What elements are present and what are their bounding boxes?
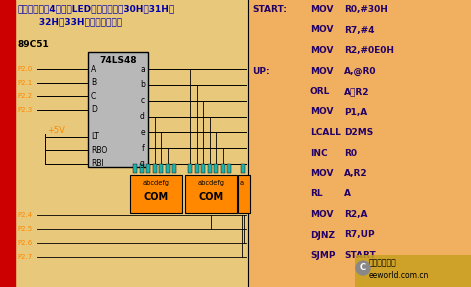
Bar [185,175,237,213]
Text: A,R2: A,R2 [344,169,368,178]
Bar [88,52,148,167]
Text: P2.1: P2.1 [17,79,32,86]
Text: P2.5: P2.5 [17,226,32,232]
Text: eeworld.com.cn: eeworld.com.cn [369,271,430,280]
Bar [238,175,250,213]
Text: ORL: ORL [310,87,330,96]
Bar [214,164,218,173]
Text: g: g [140,160,145,168]
Text: P2.0: P2.0 [17,66,32,72]
Text: MOV: MOV [310,67,333,75]
Text: START:: START: [252,5,287,14]
Text: P2.4: P2.4 [17,212,32,218]
Text: +5V: +5V [47,126,65,135]
Text: f: f [142,144,145,153]
Text: 74LS48: 74LS48 [99,56,137,65]
Circle shape [356,261,370,275]
Text: MOV: MOV [310,26,333,34]
Text: R0: R0 [344,148,357,158]
Text: B: B [91,78,96,87]
Bar [220,164,225,173]
Bar [130,175,182,213]
Text: LCALL: LCALL [310,128,341,137]
Text: MOV: MOV [310,46,333,55]
Text: INC: INC [310,148,328,158]
Text: C: C [360,263,366,272]
Text: a: a [140,65,145,73]
Text: D: D [91,105,97,114]
Bar [195,164,198,173]
Bar [241,164,245,173]
Text: P2.7: P2.7 [17,254,32,260]
Text: R2,A: R2,A [344,210,367,219]
Text: R7,UP: R7,UP [344,230,374,239]
Text: LT: LT [91,132,99,141]
Text: 思考：编程在4个七段LED数码管上显示30H，31H，: 思考：编程在4个七段LED数码管上显示30H，31H， [17,4,174,13]
Text: P2.6: P2.6 [17,240,32,246]
Text: a: a [240,180,244,186]
Bar [201,164,205,173]
Text: P2.3: P2.3 [17,107,32,113]
Text: R0,#30H: R0,#30H [344,5,388,14]
Text: d: d [140,112,145,121]
Bar [227,164,231,173]
Text: UP:: UP: [252,67,269,75]
Text: A,@R0: A,@R0 [344,67,376,76]
Text: C: C [91,92,96,101]
Bar [172,164,176,173]
Text: START: START [344,251,376,260]
Bar [188,164,192,173]
Text: RL: RL [310,189,323,199]
Text: A: A [91,65,96,73]
Text: SJMP: SJMP [310,251,335,260]
Text: P2.2: P2.2 [17,93,32,99]
Text: b: b [140,80,145,89]
Text: MOV: MOV [310,210,333,219]
Text: c: c [141,96,145,105]
Text: 电子工程世界: 电子工程世界 [369,258,397,267]
Bar [248,0,471,287]
Bar [139,164,144,173]
Bar [146,164,150,173]
Text: A，R2: A，R2 [344,87,370,96]
Text: R2,#0E0H: R2,#0E0H [344,46,394,55]
Bar [208,164,211,173]
Bar [159,164,163,173]
Bar [153,164,156,173]
Text: MOV: MOV [310,108,333,117]
Text: D2MS: D2MS [344,128,373,137]
Bar [165,164,170,173]
Text: abcdefg: abcdefg [143,180,170,186]
Text: DJNZ: DJNZ [310,230,335,239]
Text: 32H，33H单元中的内容。: 32H，33H单元中的内容。 [17,17,122,26]
Text: A: A [344,189,351,199]
Bar [133,164,137,173]
Bar [355,255,471,287]
Text: P1,A: P1,A [344,108,367,117]
Text: 89C51: 89C51 [17,40,49,49]
Bar [0,0,15,287]
Text: e: e [140,128,145,137]
Text: abcdefg: abcdefg [197,180,225,186]
Text: RBI: RBI [91,160,104,168]
Text: R7,#4: R7,#4 [344,26,374,34]
Text: RBO: RBO [91,146,107,155]
Text: COM: COM [198,192,224,202]
Text: MOV: MOV [310,5,333,14]
Text: COM: COM [144,192,169,202]
Text: MOV: MOV [310,169,333,178]
